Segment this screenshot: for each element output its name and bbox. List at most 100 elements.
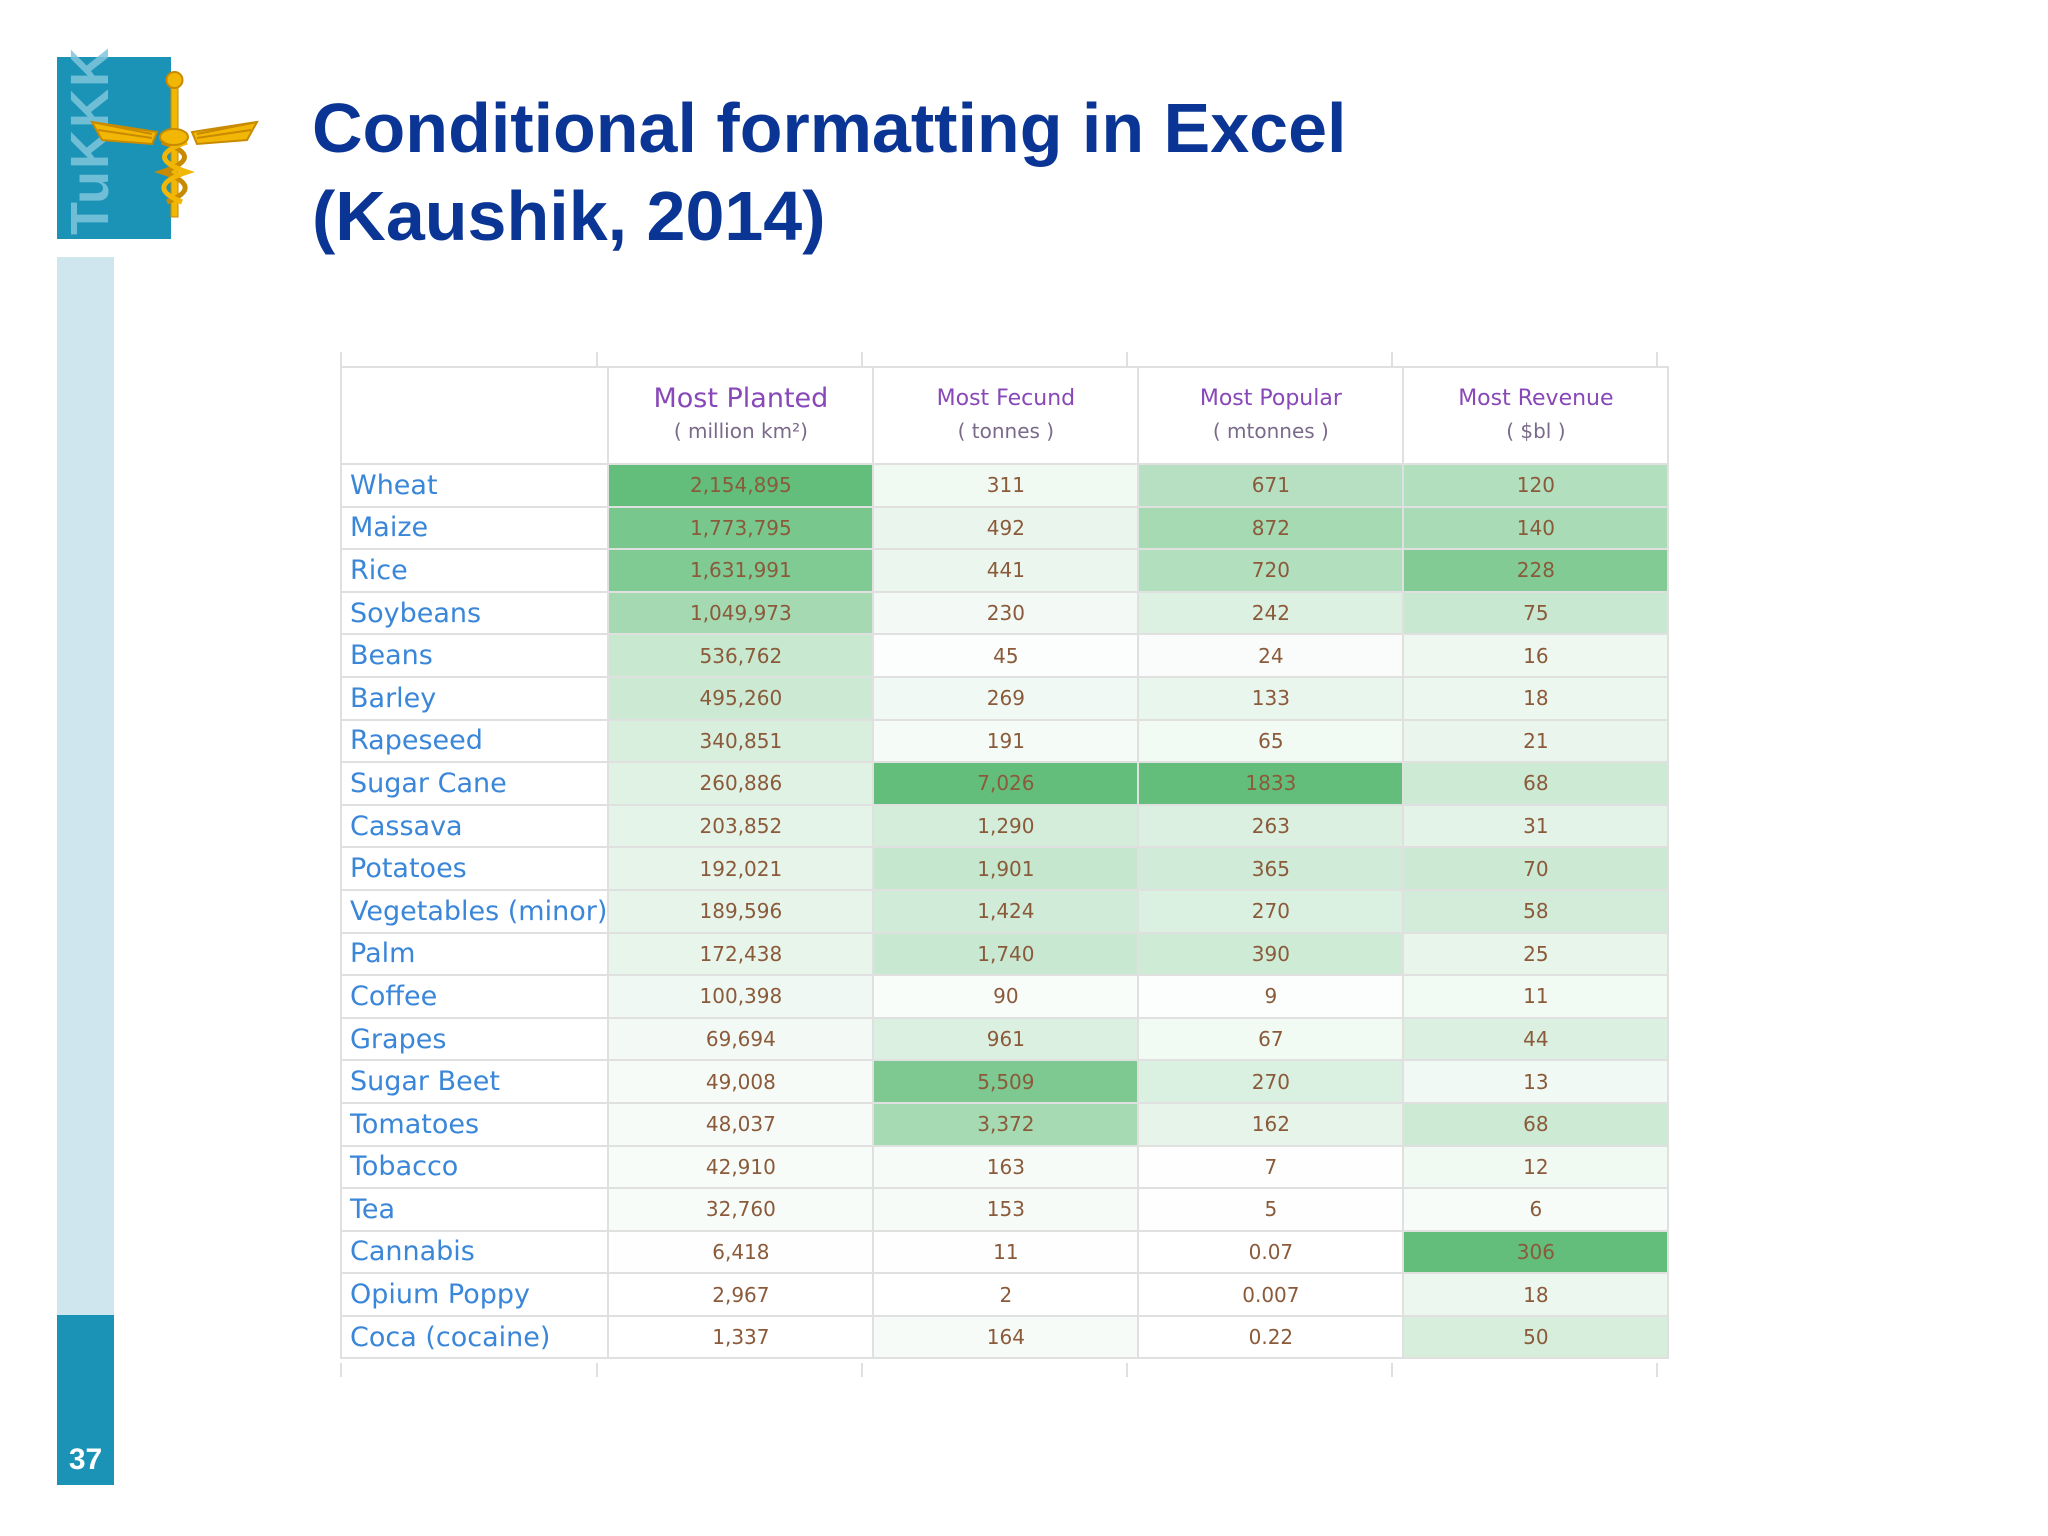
header-most-popular: Most Popular ( mtonnes ) — [1137, 366, 1405, 465]
most-popular-cell: 24 — [1137, 633, 1405, 678]
most-planted-cell: 203,852 — [607, 803, 875, 849]
most-popular-cell: 67 — [1137, 1016, 1405, 1062]
most-fecund-cell: 90 — [872, 974, 1140, 1019]
crop-name: Rapeseed — [339, 718, 610, 764]
table-row: Barley 495,260 269 133 18 — [339, 675, 1670, 721]
crop-name: Tomatoes — [339, 1101, 610, 1147]
most-revenue-cell: 16 — [1402, 633, 1670, 678]
table-row: Coffee 100,398 90 9 11 — [339, 974, 1670, 1019]
header-blank-cell — [339, 366, 610, 465]
slide-title-line2: (Kaushik, 2014) — [312, 177, 826, 255]
most-popular-cell: 1833 — [1137, 761, 1405, 806]
logo-background — [57, 57, 171, 239]
table-row: Sugar Beet 49,008 5,509 270 13 — [339, 1059, 1670, 1104]
crop-name: Tobacco — [339, 1144, 610, 1190]
crop-table: Most Planted ( million km²) Most Fecund … — [339, 366, 1670, 1360]
most-fecund-cell: 311 — [872, 463, 1140, 508]
crop-name: Grapes — [339, 1016, 610, 1062]
most-fecund-cell: 492 — [872, 505, 1140, 551]
slide-number: 37 — [68, 1443, 103, 1476]
most-revenue-cell: 120 — [1402, 463, 1670, 508]
table-row: Sugar Cane 260,886 7,026 1833 68 — [339, 761, 1670, 806]
table-edge-top — [340, 352, 1668, 366]
slide-title: Conditional formatting in Excel (Kaushik… — [312, 84, 1812, 260]
most-revenue-cell: 44 — [1402, 1016, 1670, 1062]
crop-name: Coca (cocaine) — [339, 1314, 610, 1360]
table-row: Tobacco 42,910 163 7 12 — [339, 1144, 1670, 1190]
most-revenue-cell: 11 — [1402, 974, 1670, 1019]
most-fecund-cell: 5,509 — [872, 1059, 1140, 1104]
table-row: Tomatoes 48,037 3,372 162 68 — [339, 1101, 1670, 1147]
most-popular-cell: 133 — [1137, 675, 1405, 721]
most-fecund-cell: 164 — [872, 1314, 1140, 1360]
most-popular-cell: 242 — [1137, 590, 1405, 636]
table-row: Wheat 2,154,895 311 671 120 — [339, 463, 1670, 508]
most-fecund-cell: 441 — [872, 548, 1140, 593]
most-planted-cell: 49,008 — [607, 1059, 875, 1104]
table-row: Beans 536,762 45 24 16 — [339, 633, 1670, 678]
most-revenue-cell: 50 — [1402, 1314, 1670, 1360]
most-popular-cell: 270 — [1137, 1059, 1405, 1104]
table-row: Cassava 203,852 1,290 263 31 — [339, 803, 1670, 849]
most-fecund-cell: 269 — [872, 675, 1140, 721]
most-fecund-cell: 7,026 — [872, 761, 1140, 806]
header-most-planted: Most Planted ( million km²) — [607, 366, 875, 465]
most-popular-cell: 5 — [1137, 1187, 1405, 1232]
table-row: Tea 32,760 153 5 6 — [339, 1187, 1670, 1232]
most-planted-cell: 48,037 — [607, 1101, 875, 1147]
table-row: Grapes 69,694 961 67 44 — [339, 1016, 1670, 1062]
crop-name: Palm — [339, 931, 610, 977]
sidebar-accent-dark — [57, 1315, 114, 1485]
most-fecund-cell: 1,740 — [872, 931, 1140, 977]
crop-name: Opium Poppy — [339, 1272, 610, 1317]
most-planted-cell: 100,398 — [607, 974, 875, 1019]
most-fecund-cell: 1,290 — [872, 803, 1140, 849]
most-revenue-cell: 31 — [1402, 803, 1670, 849]
most-planted-cell: 6,418 — [607, 1229, 875, 1275]
most-revenue-cell: 18 — [1402, 1272, 1670, 1317]
crop-name: Barley — [339, 675, 610, 721]
crop-name: Rice — [339, 548, 610, 593]
most-fecund-cell: 191 — [872, 718, 1140, 764]
crop-name: Beans — [339, 633, 610, 678]
table-row: Rice 1,631,991 441 720 228 — [339, 548, 1670, 593]
table-row: Vegetables (minor) 189,596 1,424 270 58 — [339, 888, 1670, 934]
sidebar-accent-light — [57, 257, 114, 1315]
table-header-row: Most Planted ( million km²) Most Fecund … — [339, 366, 1670, 465]
most-popular-cell: 671 — [1137, 463, 1405, 508]
most-popular-cell: 0.07 — [1137, 1229, 1405, 1275]
most-revenue-cell: 21 — [1402, 718, 1670, 764]
most-planted-cell: 172,438 — [607, 931, 875, 977]
most-popular-cell: 365 — [1137, 846, 1405, 891]
crop-name: Soybeans — [339, 590, 610, 636]
most-revenue-cell: 75 — [1402, 590, 1670, 636]
table-edge-bottom — [340, 1363, 1668, 1377]
table-row: Potatoes 192,021 1,901 365 70 — [339, 846, 1670, 891]
most-fecund-cell: 1,424 — [872, 888, 1140, 934]
crop-name: Wheat — [339, 463, 610, 508]
most-popular-cell: 263 — [1137, 803, 1405, 849]
most-fecund-cell: 3,372 — [872, 1101, 1140, 1147]
most-planted-cell: 340,851 — [607, 718, 875, 764]
most-popular-cell: 0.22 — [1137, 1314, 1405, 1360]
crop-name: Sugar Beet — [339, 1059, 610, 1104]
most-revenue-cell: 228 — [1402, 548, 1670, 593]
most-revenue-cell: 13 — [1402, 1059, 1670, 1104]
most-planted-cell: 1,631,991 — [607, 548, 875, 593]
most-fecund-cell: 2 — [872, 1272, 1140, 1317]
most-planted-cell: 2,154,895 — [607, 463, 875, 508]
most-revenue-cell: 18 — [1402, 675, 1670, 721]
most-revenue-cell: 70 — [1402, 846, 1670, 891]
slide-title-line1: Conditional formatting in Excel — [312, 89, 1347, 167]
header-most-fecund: Most Fecund ( tonnes ) — [872, 366, 1140, 465]
crop-name: Sugar Cane — [339, 761, 610, 806]
most-planted-cell: 495,260 — [607, 675, 875, 721]
most-popular-cell: 0.007 — [1137, 1272, 1405, 1317]
most-popular-cell: 270 — [1137, 888, 1405, 934]
most-planted-cell: 189,596 — [607, 888, 875, 934]
table-row: Cannabis 6,418 11 0.07 306 — [339, 1229, 1670, 1275]
most-fecund-cell: 163 — [872, 1144, 1140, 1190]
most-planted-cell: 1,773,795 — [607, 505, 875, 551]
most-popular-cell: 872 — [1137, 505, 1405, 551]
crop-name: Potatoes — [339, 846, 610, 891]
